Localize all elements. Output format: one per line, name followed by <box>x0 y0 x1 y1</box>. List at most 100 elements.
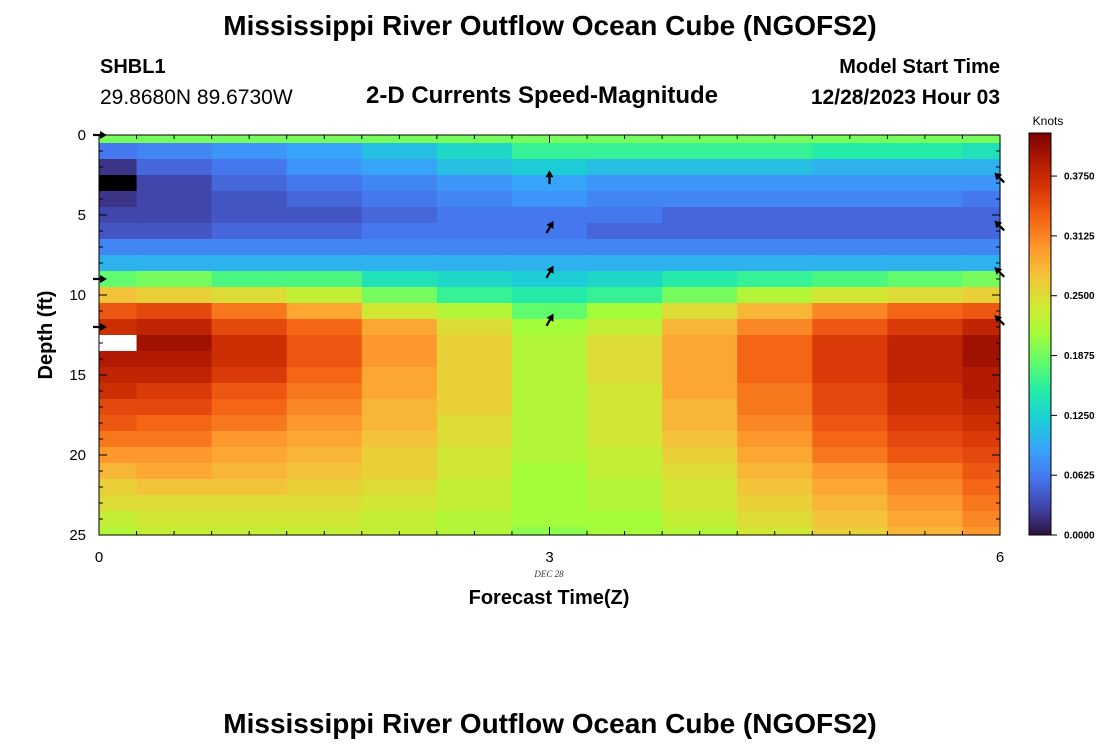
heatmap-cell <box>662 239 738 256</box>
heatmap-cell <box>286 255 363 272</box>
current-vector-arrow <box>545 220 554 234</box>
heatmap-cell <box>436 207 513 224</box>
heatmap-cell <box>361 399 438 416</box>
current-vector-arrow <box>545 170 554 185</box>
heatmap-cell <box>136 255 213 272</box>
heatmap-cell <box>136 135 213 144</box>
heatmap-cell <box>436 319 513 336</box>
heatmap-cell <box>662 351 738 368</box>
heatmap-cell <box>211 367 288 384</box>
heatmap-cell <box>211 383 288 400</box>
x-tick-label: 0 <box>95 549 103 566</box>
heatmap-cell <box>737 303 813 320</box>
heatmap-cell <box>211 303 288 320</box>
repeat-chart-title: Mississippi River Outflow Ocean Cube (NG… <box>223 708 877 739</box>
heatmap-cell <box>511 335 588 352</box>
heatmap-cell <box>887 303 964 320</box>
heatmap-cell <box>99 351 138 368</box>
colorbar-tick-label: 0.2500 <box>1064 291 1095 302</box>
colorbar-tick-label: 0.0625 <box>1064 471 1095 482</box>
heatmap-cell <box>737 135 813 144</box>
heatmap-cell <box>286 239 363 256</box>
heatmap-cell <box>962 191 1001 208</box>
heatmap-cell <box>99 367 138 384</box>
heatmap-cell <box>662 223 738 240</box>
heatmap-cell <box>136 351 213 368</box>
heatmap-cell <box>136 159 213 176</box>
heatmap-cell <box>887 495 964 512</box>
heatmap-cell <box>587 239 663 256</box>
heatmap-cell <box>361 463 438 480</box>
heatmap-cell <box>587 319 663 336</box>
heatmap-cell <box>286 303 363 320</box>
heatmap-cell <box>962 479 1001 496</box>
heatmap-cell <box>361 431 438 448</box>
heatmap-cell <box>962 239 1001 256</box>
heatmap-cell <box>662 511 738 528</box>
heatmap-cell <box>436 383 513 400</box>
heatmap-cell <box>962 351 1001 368</box>
heatmap-cell <box>99 511 138 528</box>
x-tick-label: 6 <box>996 549 1004 566</box>
heatmap-cell <box>361 191 438 208</box>
heatmap-cell <box>286 191 363 208</box>
heatmap-cell <box>511 287 588 304</box>
heatmap-cell <box>436 479 513 496</box>
current-vector-arrow <box>545 265 554 279</box>
heatmap-cell <box>136 463 213 480</box>
heatmap-cell <box>662 367 738 384</box>
heatmap-cell <box>211 351 288 368</box>
heatmap-cell <box>587 351 663 368</box>
depth-time-heatmap: 0 3 6 0 5 10 15 20 25 DEC 28 Forecast Time(Z) D… <box>35 114 1095 609</box>
heatmap-cell <box>887 143 964 160</box>
heatmap-cell <box>136 479 213 496</box>
heatmap-cell <box>662 383 738 400</box>
heatmap-cell <box>361 271 438 288</box>
heatmap-cell <box>361 447 438 464</box>
heatmap-cell <box>962 143 1001 160</box>
heatmap-cell <box>361 511 438 528</box>
heatmap-cell <box>436 463 513 480</box>
heatmap-cell <box>286 175 363 192</box>
chart-title: Mississippi River Outflow Ocean Cube (NG… <box>223 10 877 41</box>
heatmap-cell <box>587 287 663 304</box>
heatmap-cell <box>962 495 1001 512</box>
heatmap-cell <box>436 255 513 272</box>
heatmap-cell <box>436 287 513 304</box>
heatmap-cell <box>511 495 588 512</box>
y-tick-label: 20 <box>69 447 86 464</box>
heatmap-cell <box>436 367 513 384</box>
heatmap-cell <box>962 335 1001 352</box>
heatmap-cell <box>211 415 288 432</box>
heatmap-cell <box>211 191 288 208</box>
heatmap-cell <box>211 495 288 512</box>
heatmap-cell <box>361 495 438 512</box>
current-vector-arrow <box>545 313 554 327</box>
heatmap-cell <box>887 431 964 448</box>
heatmap-cell <box>211 399 288 416</box>
heatmap-cell <box>511 223 588 240</box>
heatmap-cell <box>812 399 888 416</box>
heatmap-cell <box>136 175 213 192</box>
heatmap-cell <box>662 495 738 512</box>
heatmap-cell <box>286 223 363 240</box>
heatmap-cell <box>436 175 513 192</box>
heatmap-cell <box>136 447 213 464</box>
heatmap-cell <box>737 271 813 288</box>
heatmap-cell <box>211 463 288 480</box>
heatmap-cell <box>361 255 438 272</box>
heatmap-cell <box>286 271 363 288</box>
heatmap-cell <box>587 399 663 416</box>
heatmap-cell <box>361 383 438 400</box>
heatmap-cell <box>887 479 964 496</box>
heatmap-cell <box>812 335 888 352</box>
heatmap-cell <box>662 207 738 224</box>
heatmap-cell <box>887 399 964 416</box>
masked-cell <box>99 175 137 191</box>
heatmap-cell <box>286 463 363 480</box>
heatmap-cell <box>136 367 213 384</box>
heatmap-cell <box>511 271 588 288</box>
x-sublabel: DEC 28 <box>533 569 564 579</box>
heatmap-cell <box>286 159 363 176</box>
heatmap-cell <box>511 399 588 416</box>
